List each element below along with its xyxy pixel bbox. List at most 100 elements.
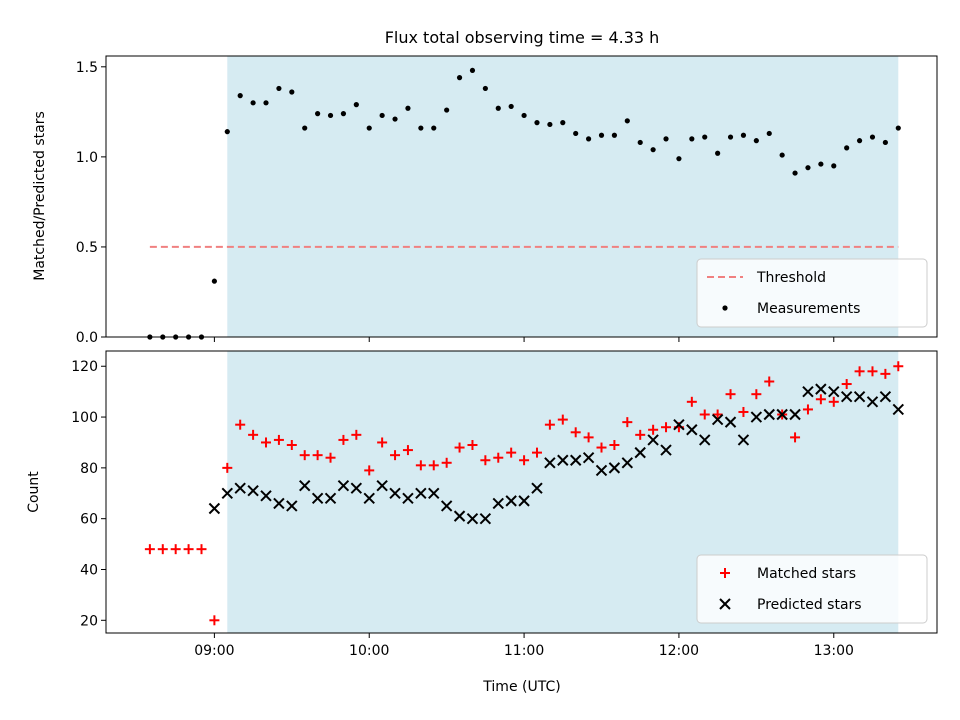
time-x-axis-label: Time (UTC) xyxy=(482,679,560,695)
y-tick-label: 40 xyxy=(80,562,98,578)
predicted-star-point xyxy=(376,479,388,492)
predicted-star-point xyxy=(557,454,569,466)
predicted-star-point xyxy=(724,416,737,428)
count-legend: Matched stars Predicted stars xyxy=(696,554,928,624)
matched-star-point xyxy=(802,404,813,415)
y-tick-label: 20 xyxy=(80,613,98,629)
measurement-point xyxy=(250,100,256,106)
predicted-star-point xyxy=(337,479,350,492)
measurement-point xyxy=(611,132,618,138)
matched-star-point xyxy=(622,417,633,428)
matched-star-point xyxy=(480,455,491,466)
predicted-star-point xyxy=(750,411,763,423)
legend-label: Measurements xyxy=(757,301,860,317)
matched-star-point xyxy=(467,440,478,450)
measurement-point xyxy=(392,116,398,122)
matched-star-point xyxy=(880,368,891,379)
measurement-point xyxy=(753,138,759,144)
matched-star-point xyxy=(325,452,336,463)
y-tick-label: 1.5 xyxy=(76,60,98,76)
predicted-star-point xyxy=(311,492,324,505)
matched-star-point xyxy=(648,424,659,435)
matched-star-point xyxy=(235,419,246,430)
x-tick-label: 11:00 xyxy=(504,643,544,659)
measurement-point xyxy=(508,103,514,110)
measurement-point xyxy=(573,130,579,137)
matched-star-point xyxy=(596,442,607,453)
matched-star-point xyxy=(686,396,697,407)
predicted-star-point xyxy=(389,487,401,499)
matched-star-point xyxy=(531,447,542,458)
measurement-point xyxy=(495,105,501,111)
predicted-star-point xyxy=(260,490,272,502)
measurement-point xyxy=(366,125,372,131)
measurement-point xyxy=(689,136,695,142)
measurement-point xyxy=(340,111,347,117)
count-points xyxy=(144,361,904,626)
predicted-star-point xyxy=(634,446,646,459)
matched-star-point xyxy=(286,440,297,450)
matched-star-point xyxy=(828,396,839,407)
measurement-point xyxy=(469,67,476,74)
predicted-star-point xyxy=(569,454,582,466)
measurement-point xyxy=(418,125,424,131)
ratio-panel-frame xyxy=(105,55,938,338)
matched-star-point xyxy=(273,434,284,445)
predicted-star-point xyxy=(647,434,659,446)
predicted-star-point xyxy=(428,487,440,499)
predicted-star-point xyxy=(440,500,453,512)
matched-star-point xyxy=(738,406,749,417)
matched-star-point xyxy=(841,379,852,390)
measurement-point xyxy=(211,278,217,284)
y-tick-label: 120 xyxy=(71,359,98,375)
matched-star-point xyxy=(364,465,375,476)
matched-star-point xyxy=(261,437,272,448)
predicted-star-point xyxy=(840,391,853,403)
ratio-y-ticks: 0.0 0.5 1.0 1.5 xyxy=(76,60,106,346)
measurement-point xyxy=(456,75,463,81)
legend-box xyxy=(696,554,928,624)
predicted-star-point xyxy=(518,495,530,507)
measurement-points xyxy=(147,67,901,340)
predicted-star-point xyxy=(363,492,375,505)
predicted-star-point xyxy=(763,408,775,421)
measurement-point xyxy=(702,134,708,140)
matched-star-point xyxy=(415,460,426,471)
predicted-star-point xyxy=(711,413,724,426)
predicted-star-point xyxy=(595,464,608,477)
predicted-star-point xyxy=(737,434,750,446)
measurement-point xyxy=(585,136,592,142)
legend-predicted-swatch xyxy=(719,598,731,610)
matched-star-point xyxy=(377,437,388,448)
measurement-point xyxy=(676,156,682,162)
matched-star-point xyxy=(144,544,155,555)
matched-star-point xyxy=(299,450,310,461)
measurement-point xyxy=(327,112,334,119)
measurement-point xyxy=(560,120,566,126)
measurement-point xyxy=(831,163,837,169)
matched-star-point xyxy=(454,442,465,453)
measurement-point xyxy=(302,125,308,131)
matched-star-point xyxy=(893,361,904,372)
legend-box xyxy=(696,258,928,328)
matched-star-point xyxy=(854,366,865,377)
predicted-star-point xyxy=(673,418,685,431)
measurement-point xyxy=(379,112,385,119)
matched-star-point xyxy=(583,432,594,443)
predicted-star-point xyxy=(660,444,672,456)
matched-star-point xyxy=(635,429,646,440)
ratio-y-axis-label: Matched/Predicted stars xyxy=(32,111,48,281)
predicted-star-point xyxy=(879,391,892,403)
matched-star-point xyxy=(764,376,775,387)
predicted-star-point xyxy=(350,482,363,494)
matched-star-point xyxy=(790,432,801,443)
count-y-ticks: 20 40 60 80 100 120 xyxy=(71,359,106,629)
predicted-star-point xyxy=(621,457,634,469)
predicted-star-point xyxy=(789,408,801,421)
legend-measurement-swatch xyxy=(722,305,728,311)
predicted-star-point xyxy=(299,479,311,492)
matched-star-point xyxy=(338,434,349,445)
predicted-star-point xyxy=(866,396,879,408)
measurement-point xyxy=(263,100,269,106)
predicted-star-point xyxy=(234,482,246,494)
